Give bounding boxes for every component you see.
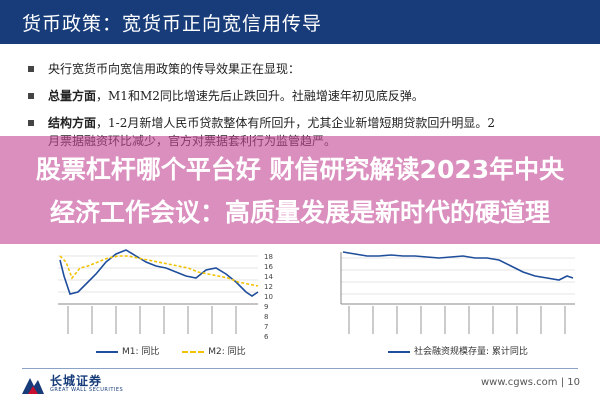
left-chart-legend: M1: 同比 M2: 同比	[96, 344, 266, 357]
chart-gridlines	[341, 257, 575, 295]
x-axis-date-ticks	[67, 306, 237, 334]
right-axis-tick: 14	[264, 273, 273, 281]
logo-subtitle: GREAT WALL SECURITIES	[50, 387, 124, 393]
logo-name: 长城证券	[50, 374, 103, 388]
legend-line-icon	[388, 350, 410, 353]
overlay-banner	[0, 136, 600, 244]
bullet-square-icon	[28, 66, 34, 72]
legend-line-icon	[182, 350, 205, 353]
footer-divider	[22, 368, 578, 369]
legend-label: 社会融资规模存量: 累计同比	[414, 347, 528, 357]
brand-logo: 长城证券 GREAT WALL SECURITIES	[22, 372, 172, 396]
bullet-square-icon	[28, 120, 34, 126]
legend-label: M2: 同比	[208, 347, 246, 357]
x-axis-date-ticks	[348, 306, 566, 334]
bullet-item: 央行宽货币向宽信用政策的传导效果正在显现：	[22, 60, 582, 78]
right-axis-tick: 16	[264, 263, 273, 271]
page-header: 货币政策：宽货币正向宽信用传导	[0, 0, 600, 44]
bullet-bold-text: 总量方面	[48, 89, 97, 103]
great-wall-logo-icon	[22, 378, 44, 394]
bullet-text: ，1-2月新增人民币贷款整体有所回升，尤其企业新增短期贷款回升明显。2	[96, 116, 495, 130]
m1-m2-chart: 18 16 14 12 10 9 8 7 6	[58, 249, 273, 341]
legend-item: 社会融资规模存量: 累计同比	[388, 344, 528, 357]
right-axis-tick: 12	[264, 283, 273, 291]
right-axis-tick: 9	[264, 303, 268, 311]
bullet-item: 总量方面，M1和M2同比增速先后止跌回升。社融增速年初见底反弹。	[22, 87, 582, 105]
social-financing-series-line	[342, 251, 574, 281]
right-axis-ticks: 18 16 14 12 10 9 8 7 6	[264, 253, 273, 341]
page-title: 货币政策：宽货币正向宽信用传导	[22, 13, 323, 35]
right-axis-tick: 10	[264, 293, 273, 301]
right-axis-tick: 7	[264, 323, 268, 331]
bullet-text: 央行宽货币向宽信用政策的传导效果正在显现：	[48, 62, 301, 76]
right-axis-tick: 8	[264, 313, 268, 321]
bullet-text: ，M1和M2同比增速先后止跌回升。社融增速年初见底反弹。	[96, 89, 424, 103]
overlay-headline-line-1: 股票杠杆哪个平台好 财信研究解读2023年中央	[35, 155, 565, 184]
legend-line-icon	[96, 350, 118, 353]
legend-item: M2: 同比	[182, 344, 246, 357]
m2-series-line	[59, 255, 259, 287]
legend-item: M1: 同比	[96, 344, 159, 357]
m1-series-line	[59, 249, 259, 297]
overlay-headline-line-2: 经济工作会议：高质量发展是新时代的硬道理	[49, 198, 550, 227]
right-axis-tick: 18	[264, 253, 273, 261]
bullet-bold-text: 结构方面	[48, 116, 97, 130]
bullet-square-icon	[28, 93, 34, 99]
legend-label: M1: 同比	[122, 347, 160, 357]
right-axis-tick: 6	[264, 333, 269, 341]
right-chart-legend: 社会融资规模存量: 累计同比	[388, 344, 548, 357]
social-financing-chart	[340, 251, 575, 334]
footer-page-info: www.cgws.com | 10	[480, 377, 580, 388]
chart-gridlines	[58, 255, 258, 305]
